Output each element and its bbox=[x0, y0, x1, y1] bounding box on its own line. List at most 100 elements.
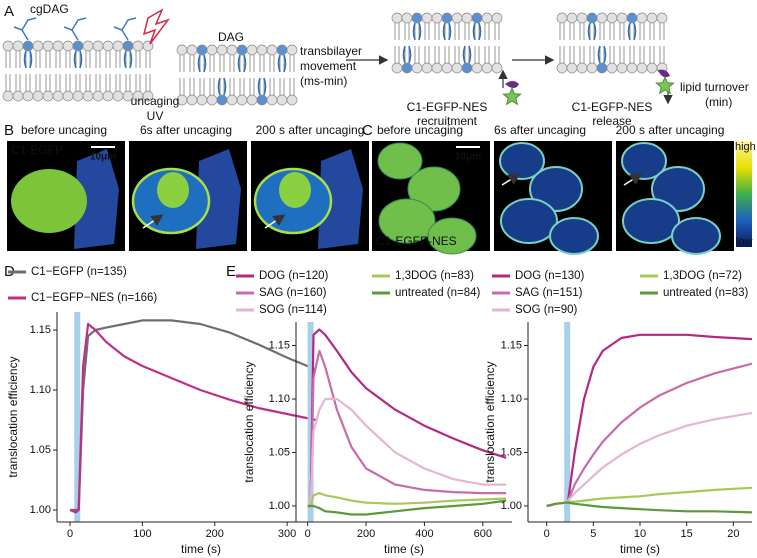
lipid-tail bbox=[95, 51, 101, 91]
image-title: 6s after uncaging bbox=[494, 123, 586, 137]
lipid-tail bbox=[589, 23, 595, 63]
lipid-head bbox=[246, 94, 258, 106]
dag-tail bbox=[402, 45, 412, 64]
lipid-tail bbox=[219, 55, 225, 95]
x-axis-label: time (s) bbox=[181, 542, 221, 556]
lipid-tail bbox=[269, 55, 275, 95]
lipid-tail bbox=[464, 23, 470, 63]
legend-label: C1−EGFP (n=135) bbox=[31, 266, 127, 278]
dag-tail bbox=[23, 50, 33, 69]
legend-label: 1,3DOG (n=72) bbox=[663, 270, 742, 282]
protein-c1 bbox=[658, 69, 670, 78]
lipid-head bbox=[196, 44, 208, 56]
lipid-tail bbox=[474, 23, 480, 63]
y-tick-label: 1.15 bbox=[501, 339, 522, 351]
lipid-head bbox=[216, 94, 228, 106]
nucleus bbox=[157, 172, 189, 208]
lipid-tail bbox=[189, 55, 195, 95]
lipid-head bbox=[92, 90, 104, 102]
x-tick-label: 20 bbox=[727, 528, 739, 540]
lipid-tail bbox=[55, 51, 61, 91]
x-tick-label: 200 bbox=[357, 528, 375, 540]
lipid-tail bbox=[599, 23, 605, 63]
pointer bbox=[623, 173, 643, 186]
lipid-head bbox=[186, 94, 198, 106]
lipid-head bbox=[556, 12, 568, 24]
image-title: 200 s after uncaging bbox=[256, 123, 365, 137]
lipid-head bbox=[256, 44, 268, 56]
dag-tail bbox=[412, 22, 422, 41]
x-axis-label: time (s) bbox=[620, 542, 660, 556]
image-label: C1-EGFP-NES bbox=[376, 234, 457, 248]
membrane bbox=[2, 40, 154, 102]
uncaging-marker bbox=[74, 312, 81, 522]
lipid-head bbox=[421, 62, 433, 74]
lipid-head bbox=[401, 62, 413, 74]
cell bbox=[529, 166, 583, 212]
lipid-tail bbox=[579, 23, 585, 63]
lipid-head bbox=[52, 90, 64, 102]
cell bbox=[549, 217, 599, 255]
series-line bbox=[69, 322, 317, 514]
x-tick-label: 0 bbox=[544, 528, 550, 540]
lipid-tail bbox=[199, 55, 205, 95]
lipid-tail bbox=[35, 51, 41, 91]
lipid-tail bbox=[289, 55, 295, 95]
image-title: before uncaging bbox=[377, 123, 463, 137]
lipid-head bbox=[656, 12, 668, 24]
x-tick-label: 200 bbox=[206, 528, 224, 540]
lipid-tail bbox=[135, 51, 141, 91]
lipid-tail bbox=[25, 51, 31, 91]
x-tick-label: 15 bbox=[681, 528, 693, 540]
lipid-head bbox=[471, 62, 483, 74]
scheme-label: cgDAG bbox=[30, 2, 69, 16]
y-axis-label: translocation efficiency bbox=[6, 356, 20, 477]
lipid-head bbox=[481, 12, 493, 24]
lipid-tail bbox=[454, 23, 460, 63]
dag-tail bbox=[123, 50, 133, 69]
lipid-head bbox=[461, 12, 473, 24]
membrane bbox=[556, 12, 668, 74]
lipid-head bbox=[391, 12, 403, 24]
scheme-label: (ms-min) bbox=[300, 74, 347, 88]
lipid-head bbox=[42, 90, 54, 102]
lipid-head bbox=[606, 62, 618, 74]
lipid-head bbox=[626, 62, 638, 74]
y-tick-label: 1.10 bbox=[501, 393, 522, 405]
lipid-head bbox=[576, 12, 588, 24]
x-tick-label: 600 bbox=[474, 528, 492, 540]
legend-label: SOG (n=90) bbox=[515, 304, 577, 316]
lipid-tail bbox=[639, 23, 645, 63]
lipid-head bbox=[586, 62, 598, 74]
y-tick-label: 1.05 bbox=[30, 444, 51, 456]
dag-tail bbox=[73, 50, 83, 69]
lipid-tail bbox=[609, 23, 615, 63]
nucleus bbox=[279, 172, 311, 208]
image-title: 6s after uncaging bbox=[140, 123, 232, 137]
colorbar-label: high bbox=[735, 141, 756, 153]
lipid-head bbox=[72, 40, 84, 52]
lipid-head bbox=[616, 62, 628, 74]
cage-group bbox=[63, 17, 87, 41]
lipid-head bbox=[256, 94, 268, 106]
uncaging-marker bbox=[564, 322, 571, 522]
lipid-head bbox=[411, 12, 423, 24]
lipid-tail bbox=[404, 23, 410, 63]
lipid-head bbox=[102, 90, 114, 102]
scheme-label: recruitment bbox=[417, 114, 478, 128]
lipid-head bbox=[32, 90, 44, 102]
lipid-head bbox=[236, 94, 248, 106]
lipid-tail bbox=[179, 55, 185, 95]
legend-label: 1,3DOG (n=83) bbox=[395, 270, 474, 282]
lipid-tail bbox=[45, 51, 51, 91]
scheme-label: lipid turnover bbox=[680, 80, 749, 94]
lipid-tail bbox=[65, 51, 71, 91]
lipid-tail bbox=[85, 51, 91, 91]
cell bbox=[500, 198, 558, 244]
lipid-head bbox=[491, 12, 503, 24]
legend-label: DOG (n=130) bbox=[515, 270, 585, 282]
lipid-tail bbox=[424, 23, 430, 63]
lipid-tail bbox=[115, 51, 121, 91]
lipid-head bbox=[401, 12, 413, 24]
lipid-head bbox=[22, 40, 34, 52]
